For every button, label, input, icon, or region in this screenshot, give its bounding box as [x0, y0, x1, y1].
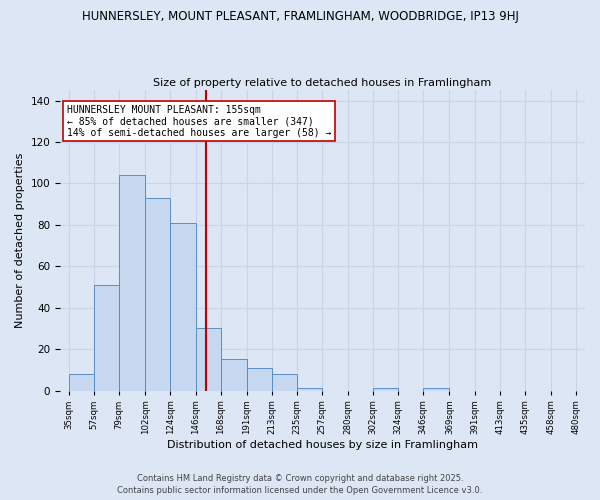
Bar [272, 374, 297, 390]
Title: Size of property relative to detached houses in Framlingham: Size of property relative to detached ho… [154, 78, 491, 88]
Bar [247, 368, 272, 390]
Bar [94, 285, 119, 391]
Y-axis label: Number of detached properties: Number of detached properties [15, 152, 25, 328]
Bar [196, 328, 221, 390]
Bar [119, 175, 145, 390]
Bar [423, 388, 449, 390]
Bar [297, 388, 322, 390]
Text: HUNNERSLEY, MOUNT PLEASANT, FRAMLINGHAM, WOODBRIDGE, IP13 9HJ: HUNNERSLEY, MOUNT PLEASANT, FRAMLINGHAM,… [82, 10, 518, 23]
Text: HUNNERSLEY MOUNT PLEASANT: 155sqm
← 85% of detached houses are smaller (347)
14%: HUNNERSLEY MOUNT PLEASANT: 155sqm ← 85% … [67, 104, 331, 138]
X-axis label: Distribution of detached houses by size in Framlingham: Distribution of detached houses by size … [167, 440, 478, 450]
Bar [221, 360, 247, 390]
Bar [170, 222, 196, 390]
Text: Contains HM Land Registry data © Crown copyright and database right 2025.
Contai: Contains HM Land Registry data © Crown c… [118, 474, 482, 495]
Bar [69, 374, 94, 390]
Bar [145, 198, 170, 390]
Bar [373, 388, 398, 390]
